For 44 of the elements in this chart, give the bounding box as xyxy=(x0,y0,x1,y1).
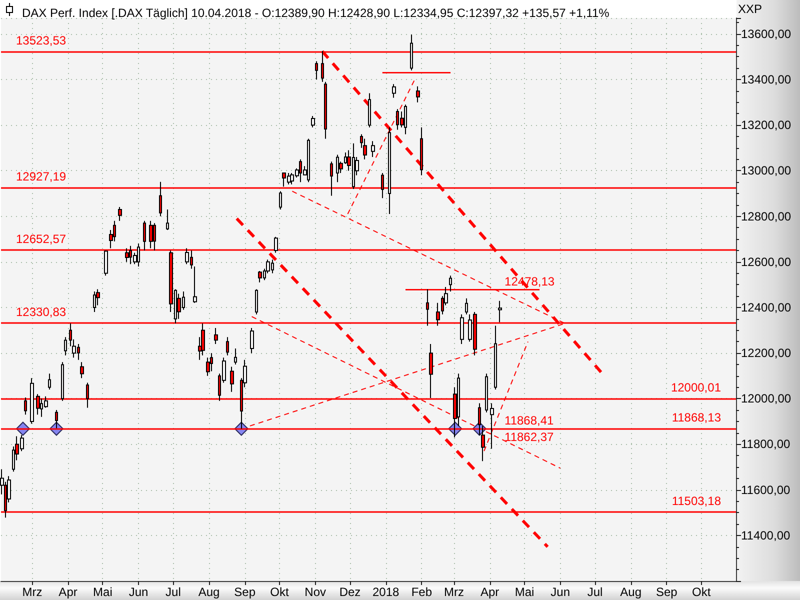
x-tick-label: Jul xyxy=(166,585,181,599)
x-tick-label: Apr xyxy=(58,585,78,599)
x-tick-label: 2018 xyxy=(372,585,400,599)
y-tick-label: 13200,00 xyxy=(741,118,792,132)
x-tick-label: Mai xyxy=(514,585,534,599)
x-tick-label: Mai xyxy=(93,585,112,599)
x-tick-label: Okt xyxy=(692,585,712,599)
y-tick-label: 12200,00 xyxy=(741,346,792,360)
x-tick-label: Jun xyxy=(550,585,570,599)
x-tick-label: Sep xyxy=(234,585,256,599)
annotation: 12478,13 xyxy=(504,274,555,289)
x-tick-label: Aug xyxy=(620,585,642,599)
ref-line-label: 11868,13 xyxy=(672,410,722,425)
x-tick-label: Mrz xyxy=(444,585,464,599)
ref-line-label: 12652,57 xyxy=(16,232,66,246)
y-tick-label: 12000,00 xyxy=(741,392,792,406)
x-tick-label: Okt xyxy=(270,585,290,599)
ref-line-label: 11503,18 xyxy=(672,494,722,508)
annotation: 11862,37 xyxy=(504,430,554,444)
ref-line-label: 13523,53 xyxy=(16,33,66,48)
ref-line-label: 12927,19 xyxy=(16,169,66,184)
x-tick-label: Nov xyxy=(304,585,326,599)
y-tick-label: 12400,00 xyxy=(741,300,792,314)
y-tick-label: 13600,00 xyxy=(741,26,792,41)
chart-title: DAX Perf. Index [.DAX Täglich] 10.04.2018 - O:12389,90 H:12428,90 L:12334,95 C:12397,32 +135,57 +1,11% xyxy=(22,6,610,20)
y-tick-label: 11400,00 xyxy=(741,528,790,542)
y-tick-label: 13000,00 xyxy=(741,164,792,178)
y-tick-label: 12600,00 xyxy=(741,254,792,269)
y-axis-title: XXP xyxy=(738,2,762,16)
x-tick-label: Mrz xyxy=(22,585,42,599)
x-tick-label: Jun xyxy=(128,585,148,599)
x-tick-label: Sep xyxy=(656,585,678,599)
y-tick-label: 12800,00 xyxy=(741,209,792,224)
ref-line-label: 12330,83 xyxy=(16,305,66,320)
annotation: 11868,41 xyxy=(504,414,554,428)
x-tick-label: Aug xyxy=(198,585,220,599)
y-tick-label: 13400,00 xyxy=(741,72,792,87)
x-tick-label: Dez xyxy=(339,585,361,599)
x-tick-label: Apr xyxy=(480,585,500,599)
y-tick-label: 11800,00 xyxy=(741,437,790,452)
y-tick-label: 11600,00 xyxy=(741,482,790,497)
x-tick-label: Feb xyxy=(411,585,432,599)
ref-line-label: 12000,01 xyxy=(670,380,722,395)
x-tick-label: Jul xyxy=(587,585,603,599)
